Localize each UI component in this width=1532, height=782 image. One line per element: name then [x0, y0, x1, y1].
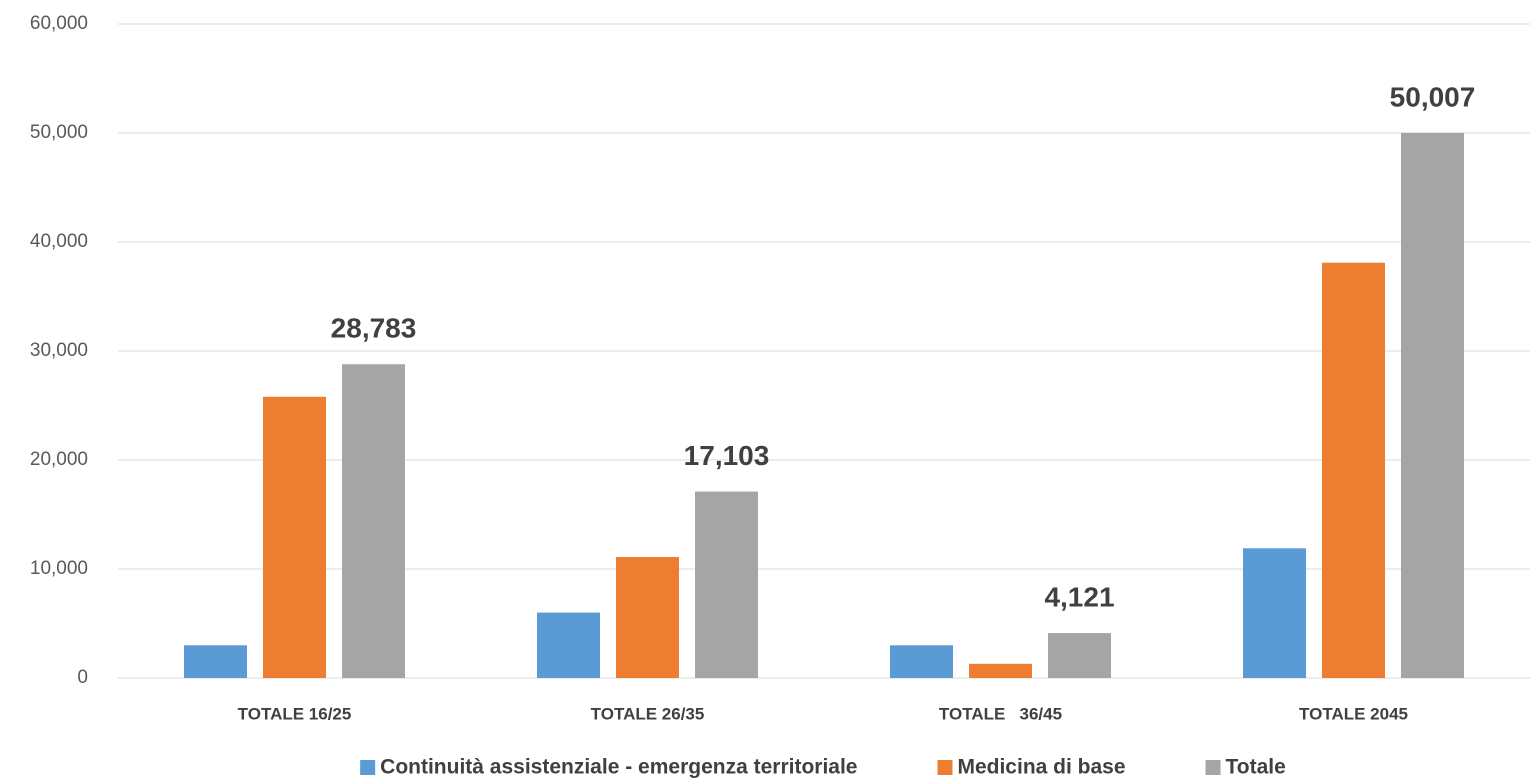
data-label: 28,783 [331, 313, 417, 344]
data-label: 50,007 [1390, 81, 1476, 112]
y-tick-label: 40,000 [30, 231, 88, 252]
bar [1401, 132, 1464, 678]
legend-swatch [360, 760, 376, 775]
y-tick-label: 20,000 [30, 449, 88, 470]
bar [537, 612, 600, 678]
bar [1243, 548, 1306, 678]
bar [263, 396, 326, 678]
bar [969, 663, 1032, 678]
y-tick-label: 60,000 [30, 13, 88, 34]
y-tick-label: 50,000 [30, 122, 88, 143]
x-tick-label: TOTALE 2045 [1299, 704, 1408, 723]
x-tick-label: TOTALE 16/25 [238, 704, 352, 723]
legend-swatch [1205, 760, 1221, 775]
legend-label: Continuità assistenziale - emergenza ter… [380, 756, 857, 779]
legend-label: Medicina di base [957, 756, 1125, 779]
legend-label: Totale [1226, 756, 1286, 779]
bar [1322, 262, 1385, 678]
bar [1048, 633, 1111, 678]
bar [342, 364, 405, 678]
bar [890, 645, 953, 678]
data-label: 17,103 [684, 440, 770, 471]
x-tick-label: TOTALE 36/45 [939, 704, 1062, 723]
x-tick-label: TOTALE 26/35 [591, 704, 705, 723]
bar [616, 557, 679, 678]
bar [695, 491, 758, 678]
bar [184, 645, 247, 678]
y-tick-label: 30,000 [30, 340, 88, 361]
y-tick-label: 0 [77, 667, 88, 688]
y-tick-label: 10,000 [30, 558, 88, 579]
data-label: 4,121 [1044, 581, 1114, 612]
legend-swatch [937, 760, 953, 775]
